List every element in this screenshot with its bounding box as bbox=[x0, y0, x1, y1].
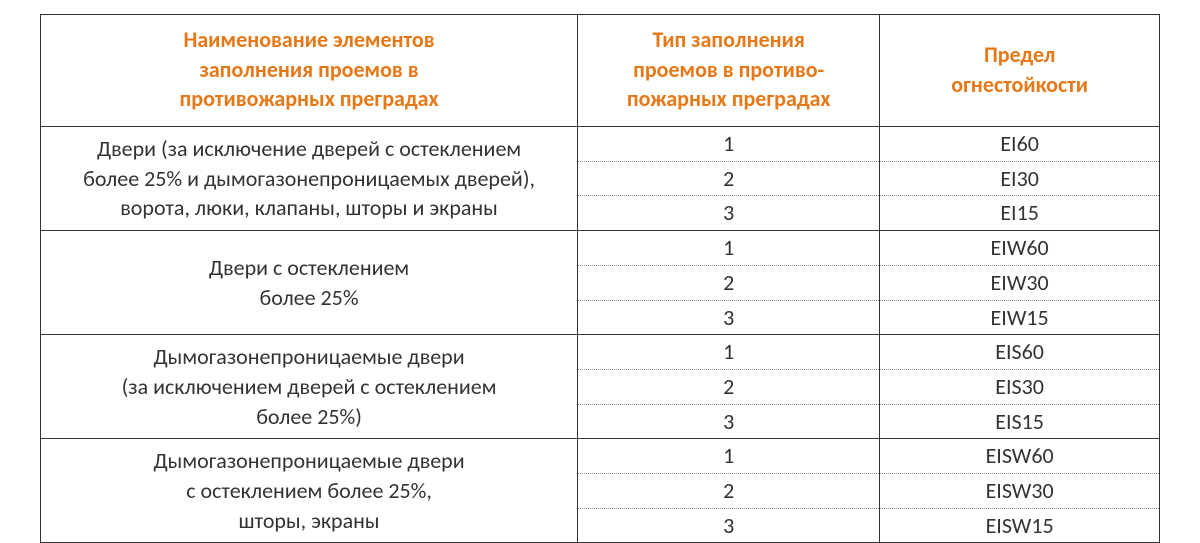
table-row: Дымогазонепроницаемые двери (за исключен… bbox=[41, 335, 1160, 370]
group-desc-line: более 25% bbox=[47, 283, 571, 313]
cell-limit: EISW30 bbox=[880, 473, 1160, 508]
group-desc-line: Двери (за исключение дверей с остекление… bbox=[47, 134, 571, 164]
group-desc-line: ворота, люки, клапаны, шторы и экраны bbox=[47, 193, 571, 223]
cell-type: 3 bbox=[578, 508, 880, 543]
group-desc-line: с остеклением более 25%, bbox=[47, 476, 571, 506]
cell-type: 1 bbox=[578, 231, 880, 266]
table-body: Двери (за исключение дверей с остекление… bbox=[41, 127, 1160, 543]
group-desc-line: шторы, экраны bbox=[47, 506, 571, 536]
cell-limit: EI15 bbox=[880, 196, 1160, 231]
cell-type: 3 bbox=[578, 196, 880, 231]
group-desc-line: более 25% и дымогазонепроницаемых дверей… bbox=[47, 164, 571, 194]
group-desc-line: Дымогазонепроницаемые двери bbox=[47, 342, 571, 372]
header-name: Наименование элементов заполнения проемо… bbox=[41, 15, 578, 127]
group-desc: Дымогазонепроницаемые двери (за исключен… bbox=[41, 335, 578, 439]
fire-resistance-table: Наименование элементов заполнения проемо… bbox=[40, 14, 1160, 543]
group-desc-line: Дымогазонепроницаемые двери bbox=[47, 446, 571, 476]
cell-type: 2 bbox=[578, 473, 880, 508]
cell-limit: EI30 bbox=[880, 161, 1160, 196]
cell-type: 1 bbox=[578, 439, 880, 474]
cell-limit: EIW15 bbox=[880, 300, 1160, 335]
cell-type: 1 bbox=[578, 335, 880, 370]
header-limit-l1: Предел bbox=[888, 40, 1151, 70]
group-desc: Двери (за исключение дверей с остекление… bbox=[41, 127, 578, 231]
header-limit-l2: огнестойкости bbox=[888, 70, 1151, 100]
cell-type: 1 bbox=[578, 127, 880, 162]
cell-type: 3 bbox=[578, 404, 880, 439]
cell-type: 2 bbox=[578, 265, 880, 300]
page: Наименование элементов заполнения проемо… bbox=[0, 0, 1200, 525]
table-row: Двери с остеклением более 25% 1 EIW60 bbox=[41, 231, 1160, 266]
group-desc-line: (за исключением дверей с остеклением bbox=[47, 372, 571, 402]
cell-limit: EIS15 bbox=[880, 404, 1160, 439]
cell-limit: EI60 bbox=[880, 127, 1160, 162]
group-desc: Двери с остеклением более 25% bbox=[41, 231, 578, 335]
table-head: Наименование элементов заполнения проемо… bbox=[41, 15, 1160, 127]
cell-limit: EISW60 bbox=[880, 439, 1160, 474]
group-desc-line: Двери с остеклением bbox=[47, 253, 571, 283]
header-name-l2: заполнения проемов в bbox=[49, 55, 569, 85]
cell-type: 3 bbox=[578, 300, 880, 335]
header-name-l1: Наименование элементов bbox=[49, 25, 569, 55]
group-desc-line: более 25%) bbox=[47, 402, 571, 432]
table-row: Двери (за исключение дверей с остекление… bbox=[41, 127, 1160, 162]
group-desc: Дымогазонепроницаемые двери с остекление… bbox=[41, 439, 578, 543]
header-limit: Предел огнестойкости bbox=[880, 15, 1160, 127]
header-type-l2: проемов в противо- bbox=[586, 55, 871, 85]
cell-limit: EISW15 bbox=[880, 508, 1160, 543]
cell-type: 2 bbox=[578, 369, 880, 404]
header-type-l1: Тип заполнения bbox=[586, 25, 871, 55]
cell-type: 2 bbox=[578, 161, 880, 196]
header-row: Наименование элементов заполнения проемо… bbox=[41, 15, 1160, 127]
table-row: Дымогазонепроницаемые двери с остекление… bbox=[41, 439, 1160, 474]
cell-limit: EIS60 bbox=[880, 335, 1160, 370]
cell-limit: EIS30 bbox=[880, 369, 1160, 404]
header-type: Тип заполнения проемов в противо- пожарн… bbox=[578, 15, 880, 127]
header-type-l3: пожарных преградах bbox=[586, 84, 871, 114]
header-name-l3: противожарных преградах bbox=[49, 84, 569, 114]
cell-limit: EIW60 bbox=[880, 231, 1160, 266]
cell-limit: EIW30 bbox=[880, 265, 1160, 300]
